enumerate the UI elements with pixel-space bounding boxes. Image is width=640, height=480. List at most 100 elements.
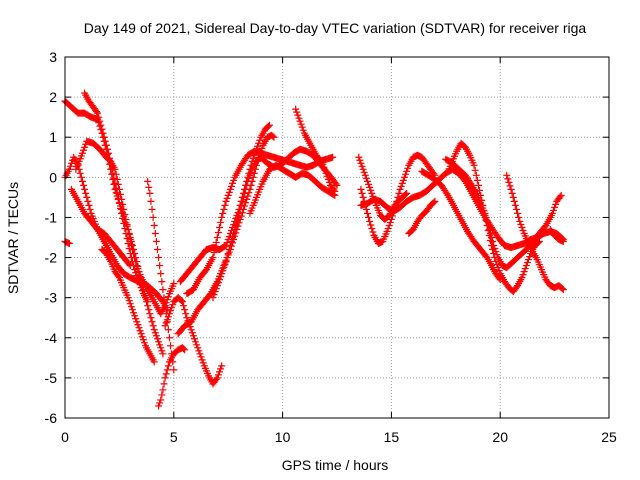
data-point bbox=[443, 190, 451, 198]
data-point bbox=[222, 197, 230, 205]
data-point bbox=[116, 204, 124, 212]
data-point bbox=[159, 386, 167, 394]
data-point bbox=[393, 197, 401, 205]
data-point bbox=[230, 229, 238, 237]
data-point bbox=[122, 215, 130, 223]
data-point bbox=[194, 344, 202, 352]
data-point bbox=[523, 259, 531, 267]
data-point bbox=[559, 238, 567, 246]
data-point bbox=[467, 180, 475, 188]
data-point bbox=[120, 205, 128, 213]
data-point bbox=[214, 371, 222, 379]
data-point bbox=[148, 205, 156, 213]
data-point bbox=[118, 195, 126, 203]
data-point bbox=[506, 182, 514, 190]
data-point bbox=[111, 165, 119, 173]
data-point bbox=[331, 187, 339, 195]
x-tick-label: 0 bbox=[61, 429, 69, 445]
data-point bbox=[162, 319, 170, 327]
data-point bbox=[143, 298, 151, 306]
data-point bbox=[329, 153, 337, 161]
data-point bbox=[220, 264, 228, 272]
data-point bbox=[79, 146, 87, 154]
data-point bbox=[139, 336, 147, 344]
y-tick-label: -3 bbox=[45, 290, 58, 306]
data-point bbox=[556, 193, 564, 201]
data-point bbox=[102, 141, 110, 149]
data-point bbox=[145, 306, 153, 314]
data-point bbox=[95, 113, 103, 121]
data-point bbox=[513, 283, 521, 291]
data-point bbox=[121, 224, 129, 232]
data-point bbox=[557, 191, 565, 199]
data-point bbox=[153, 335, 161, 343]
data-point bbox=[232, 221, 240, 229]
data-point bbox=[161, 374, 169, 382]
series-track-t bbox=[405, 197, 439, 237]
data-point bbox=[83, 193, 91, 201]
data-point bbox=[369, 228, 377, 236]
chart-title: Day 149 of 2021, Sidereal Day-to-day VTE… bbox=[84, 20, 587, 36]
data-point bbox=[161, 322, 169, 330]
data-point bbox=[160, 294, 168, 302]
data-point bbox=[65, 165, 73, 173]
data-point bbox=[101, 137, 109, 145]
data-point bbox=[297, 120, 305, 128]
series-track-o bbox=[246, 161, 339, 217]
data-point bbox=[395, 189, 403, 197]
data-point bbox=[164, 362, 172, 370]
data-point bbox=[231, 225, 239, 233]
data-point bbox=[128, 242, 136, 250]
data-point bbox=[116, 190, 124, 198]
data-point bbox=[133, 318, 141, 326]
data-point bbox=[126, 300, 134, 308]
data-point bbox=[397, 182, 405, 190]
data-point bbox=[249, 154, 257, 162]
data-point bbox=[130, 309, 138, 317]
data-point bbox=[229, 179, 237, 187]
data-point bbox=[130, 246, 138, 254]
data-point bbox=[515, 213, 523, 221]
data-point bbox=[109, 169, 117, 177]
data-point bbox=[322, 169, 330, 177]
data-point bbox=[225, 246, 233, 254]
data-point bbox=[218, 270, 226, 278]
data-point bbox=[165, 310, 173, 318]
data-point bbox=[478, 196, 486, 204]
data-point bbox=[241, 189, 249, 197]
data-point bbox=[212, 375, 220, 383]
y-tick-label: -2 bbox=[45, 250, 58, 266]
data-point bbox=[225, 188, 233, 196]
data-point bbox=[86, 205, 94, 213]
data-point bbox=[213, 282, 221, 290]
data-point bbox=[209, 294, 217, 302]
data-point bbox=[103, 145, 111, 153]
data-point bbox=[156, 262, 164, 270]
data-point bbox=[181, 346, 189, 354]
data-point bbox=[484, 226, 492, 234]
data-point bbox=[264, 122, 272, 130]
data-point bbox=[559, 286, 567, 294]
data-point bbox=[534, 239, 542, 247]
data-point bbox=[188, 329, 196, 337]
data-point bbox=[125, 229, 133, 237]
data-point bbox=[227, 238, 235, 246]
data-point bbox=[136, 273, 144, 281]
data-point bbox=[150, 358, 158, 366]
data-point bbox=[118, 209, 126, 217]
data-point bbox=[320, 163, 328, 171]
data-point bbox=[325, 178, 333, 186]
data-point bbox=[360, 168, 368, 176]
axis-ticks: 0 5 10 15 20 25 -6 -5 -4 -3 -2 -1 0 1 2 3 bbox=[45, 49, 617, 445]
data-point bbox=[98, 125, 106, 133]
data-point bbox=[317, 156, 325, 164]
data-point bbox=[113, 175, 121, 183]
data-point bbox=[552, 200, 560, 208]
y-tick-label: -4 bbox=[45, 330, 58, 346]
data-point bbox=[495, 267, 503, 275]
data-point bbox=[137, 278, 145, 286]
data-point bbox=[133, 258, 141, 266]
data-point bbox=[234, 213, 242, 221]
data-point bbox=[147, 197, 155, 205]
